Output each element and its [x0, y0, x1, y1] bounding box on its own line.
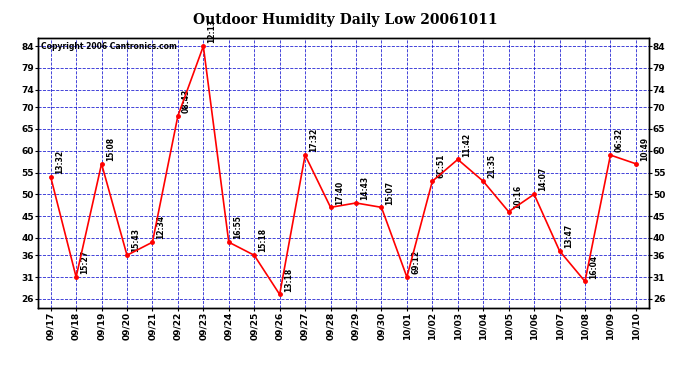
Text: 12:13: 12:13: [208, 19, 217, 44]
Text: 14:43: 14:43: [360, 176, 369, 200]
Text: 15:08: 15:08: [106, 137, 115, 161]
Text: 13:32: 13:32: [55, 150, 64, 174]
Text: 17:32: 17:32: [309, 128, 318, 152]
Text: 12:34: 12:34: [157, 215, 166, 239]
Text: 15:43: 15:43: [131, 228, 140, 252]
Text: 16:55: 16:55: [233, 216, 242, 239]
Text: 14:07: 14:07: [538, 167, 547, 192]
Text: 15:27: 15:27: [80, 250, 89, 274]
Text: 13:47: 13:47: [564, 224, 573, 248]
Text: 15:07: 15:07: [386, 180, 395, 204]
Text: 16:04: 16:04: [589, 255, 598, 279]
Text: 13:18: 13:18: [284, 267, 293, 292]
Text: 21:35: 21:35: [487, 154, 496, 178]
Text: 08:43: 08:43: [182, 89, 191, 113]
Text: 69:12: 69:12: [411, 250, 420, 274]
Text: 10:49: 10:49: [640, 137, 649, 161]
Text: 6C:51: 6C:51: [437, 154, 446, 178]
Text: Copyright 2006 Cantronics.com: Copyright 2006 Cantronics.com: [41, 42, 177, 51]
Text: Outdoor Humidity Daily Low 20061011: Outdoor Humidity Daily Low 20061011: [193, 13, 497, 27]
Text: 11:42: 11:42: [462, 132, 471, 157]
Text: 17:40: 17:40: [335, 180, 344, 204]
Text: 15:18: 15:18: [258, 228, 268, 252]
Text: 06:32: 06:32: [615, 128, 624, 152]
Text: 10:16: 10:16: [513, 185, 522, 209]
